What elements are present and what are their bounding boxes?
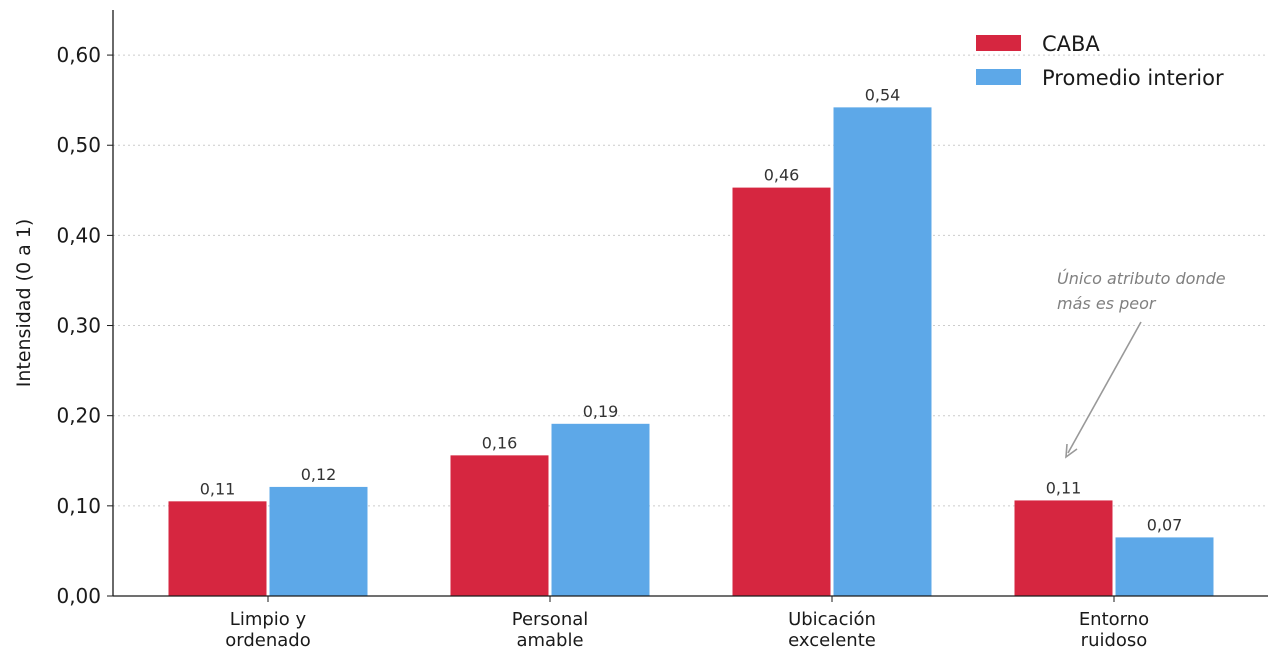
bar-value-label: 0,19 — [583, 402, 619, 421]
y-tick-label: 0,30 — [56, 314, 101, 338]
legend-swatch-caba — [976, 35, 1021, 51]
bars: 0,11 0,12 0,16 0,19 0,46 0,54 0,11 0,07 — [168, 85, 1214, 597]
y-axis-label: Intensidad (0 a 1) — [13, 219, 35, 388]
x-tick-label: ordenado — [225, 630, 310, 651]
bar-value-label: 0,12 — [301, 465, 337, 484]
bar-value-label: 0,11 — [200, 479, 236, 498]
bar-value-label: 0,16 — [482, 433, 518, 452]
y-tick-label: 0,10 — [56, 494, 101, 518]
annotation: Único atributo donde más es peor — [1057, 269, 1226, 459]
bar-promedio-interior — [551, 423, 650, 596]
bar-value-label: 0,46 — [764, 166, 800, 185]
y-tick-label: 0,40 — [56, 223, 101, 247]
legend-label: Promedio interior — [1042, 66, 1224, 90]
bar-caba — [450, 455, 549, 596]
bar-promedio-interior — [833, 107, 932, 597]
bar-value-label: 0,07 — [1147, 515, 1183, 534]
x-tick-label: amable — [516, 630, 583, 651]
bar-caba — [732, 187, 831, 596]
bar-caba — [1014, 500, 1113, 596]
x-tick-label: Ubicación — [788, 609, 876, 630]
x-tick-label: excelente — [788, 630, 876, 651]
legend: CABA Promedio interior — [976, 32, 1224, 90]
bar-value-label: 0,54 — [865, 85, 901, 104]
annotation-arrowhead — [1065, 443, 1078, 459]
bar-promedio-interior — [1115, 537, 1214, 596]
y-tick-label: 0,00 — [56, 584, 101, 608]
annotation-text: más es peor — [1057, 294, 1157, 313]
y-tick-label: 0,60 — [56, 43, 101, 67]
y-tick-label: 0,20 — [56, 404, 101, 428]
bar-caba — [168, 501, 267, 596]
x-tick-label: Limpio y — [230, 609, 307, 630]
bar-promedio-interior — [269, 486, 368, 596]
x-tick-label: Personal — [512, 609, 589, 630]
axes: 0,00 0,10 0,20 0,30 0,40 0,50 0,60 Intensidad (… — [13, 10, 1268, 651]
y-tick-label: 0,50 — [56, 133, 101, 157]
legend-swatch-promedio-interior — [976, 69, 1021, 85]
legend-label: CABA — [1042, 32, 1100, 56]
annotation-text: Único atributo donde — [1057, 269, 1226, 288]
x-tick-label: Entorno — [1079, 609, 1149, 630]
bar-value-label: 0,11 — [1046, 478, 1082, 497]
annotation-arrow-line — [1067, 321, 1142, 454]
x-tick-label: ruidoso — [1081, 630, 1148, 651]
